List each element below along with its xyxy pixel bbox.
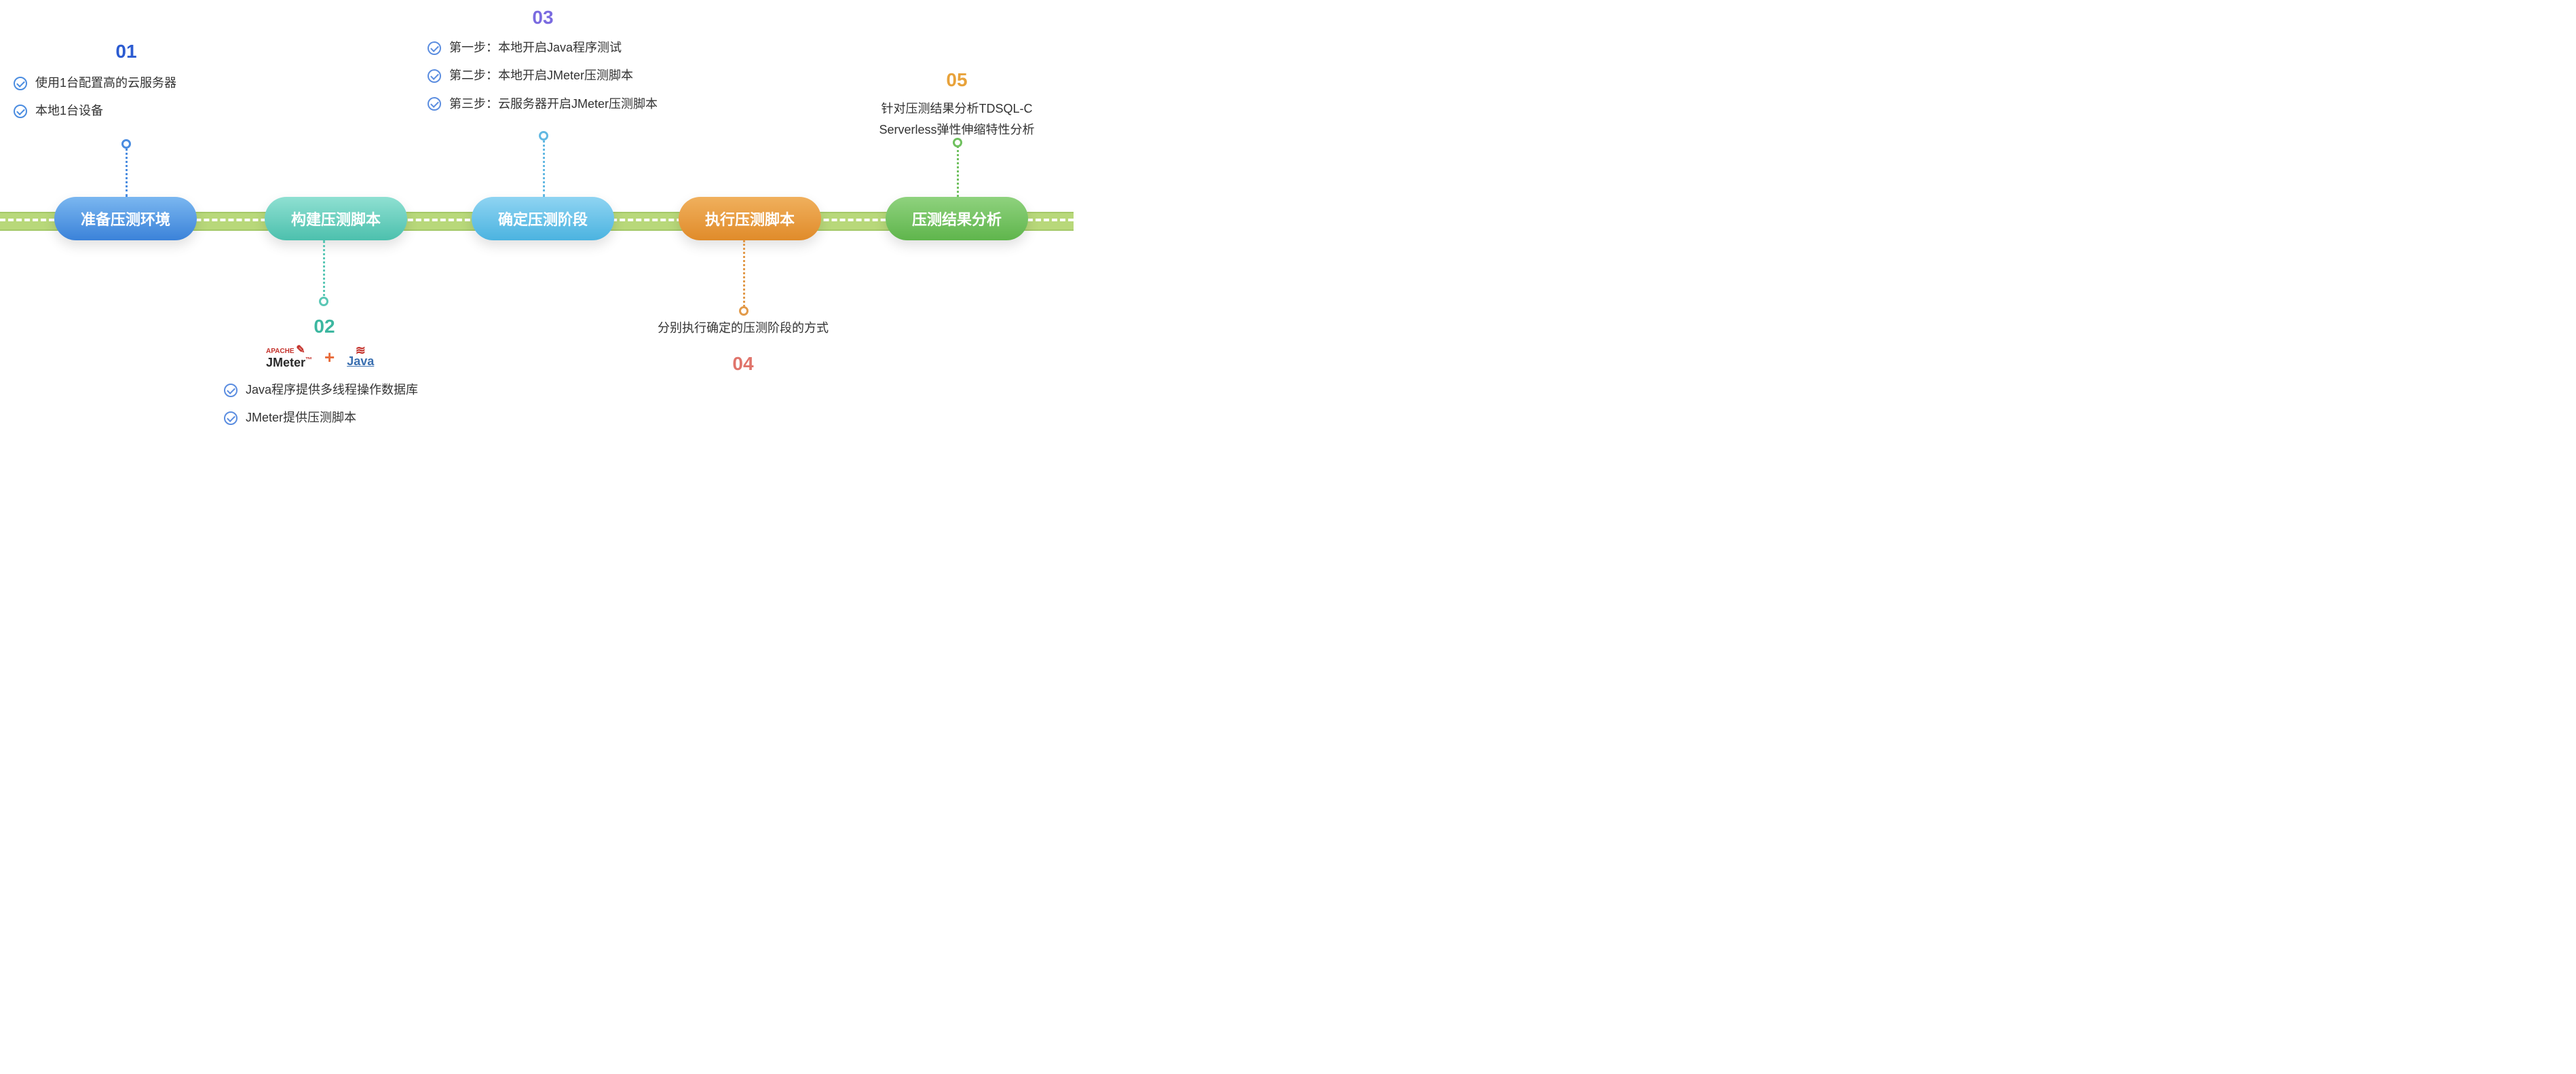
- list-step-2: Java程序提供多线程操作数据库JMeter提供压测脚本: [224, 376, 418, 432]
- list-item: 本地1台设备: [14, 97, 176, 125]
- connector-4: [743, 240, 745, 311]
- node-label: 执行压测脚本: [705, 208, 795, 229]
- jmeter-logo: APACHE ✎ JMeter™: [266, 345, 312, 370]
- item-text: Java程序提供多线程操作数据库: [246, 376, 418, 404]
- connector-dot-2: [319, 297, 328, 306]
- step-number-05: 05: [946, 69, 967, 91]
- item-text: 第三步：云服务器开启JMeter压测脚本: [449, 90, 658, 118]
- step-number-02: 02: [314, 316, 335, 337]
- desc-line: Serverless弹性伸缩特性分析: [879, 123, 1034, 136]
- node-label: 确定压测阶段: [498, 208, 588, 229]
- list-item: Java程序提供多线程操作数据库: [224, 376, 418, 404]
- apache-text: APACHE ✎: [266, 345, 312, 356]
- connector-1: [126, 144, 128, 197]
- node-prepare-env: 准备压测环境: [54, 197, 197, 240]
- check-icon: [14, 105, 27, 118]
- step-number-04: 04: [732, 353, 753, 375]
- item-text: JMeter提供压测脚本: [246, 404, 356, 432]
- item-text: 第一步：本地开启Java程序测试: [449, 34, 622, 62]
- item-text: 本地1台设备: [35, 97, 103, 125]
- check-icon: [224, 411, 238, 425]
- list-step-3: 第一步：本地开启Java程序测试第二步：本地开启JMeter压测脚本第三步：云服…: [428, 34, 658, 118]
- connector-dot-4: [739, 306, 749, 316]
- java-logo: ≋ Java: [347, 346, 374, 369]
- list-item: JMeter提供压测脚本: [224, 404, 418, 432]
- logo-text: Java: [347, 354, 374, 368]
- node-analyze: 压测结果分析: [886, 197, 1028, 240]
- list-step-1: 使用1台配置高的云服务器本地1台设备: [14, 69, 176, 126]
- step-number-03: 03: [532, 7, 553, 29]
- node-run-script: 执行压测脚本: [679, 197, 821, 240]
- plus-icon: +: [324, 347, 335, 368]
- connector-dot-3: [539, 131, 548, 141]
- connector-dot-1: [121, 139, 131, 149]
- item-text: 使用1台配置高的云服务器: [35, 69, 176, 97]
- check-icon: [428, 69, 441, 83]
- connector-3: [543, 136, 545, 197]
- check-icon: [428, 41, 441, 55]
- item-text: 第二步：本地开启JMeter压测脚本: [449, 62, 633, 90]
- check-icon: [224, 384, 238, 397]
- node-define-phase: 确定压测阶段: [472, 197, 614, 240]
- list-item: 第二步：本地开启JMeter压测脚本: [428, 62, 658, 90]
- desc-line: 针对压测结果分析TDSQL-C: [881, 102, 1032, 115]
- node-build-script: 构建压测脚本: [265, 197, 407, 240]
- list-item: 第一步：本地开启Java程序测试: [428, 34, 658, 62]
- check-icon: [14, 77, 27, 90]
- check-icon: [428, 97, 441, 111]
- logo-row: APACHE ✎ JMeter™ + ≋ Java: [266, 345, 374, 370]
- desc-step-4: 分别执行确定的压测阶段的方式: [658, 318, 829, 339]
- node-label: 压测结果分析: [912, 208, 1002, 229]
- connector-2: [323, 240, 325, 301]
- list-item: 使用1台配置高的云服务器: [14, 69, 176, 97]
- step-number-01: 01: [115, 41, 136, 62]
- list-item: 第三步：云服务器开启JMeter压测脚本: [428, 90, 658, 118]
- node-label: 构建压测脚本: [291, 208, 381, 229]
- logo-text: JMeter: [266, 356, 305, 369]
- connector-5: [957, 143, 959, 197]
- desc-step-5: 针对压测结果分析TDSQL-C Serverless弹性伸缩特性分析: [879, 98, 1034, 140]
- node-label: 准备压测环境: [81, 208, 170, 229]
